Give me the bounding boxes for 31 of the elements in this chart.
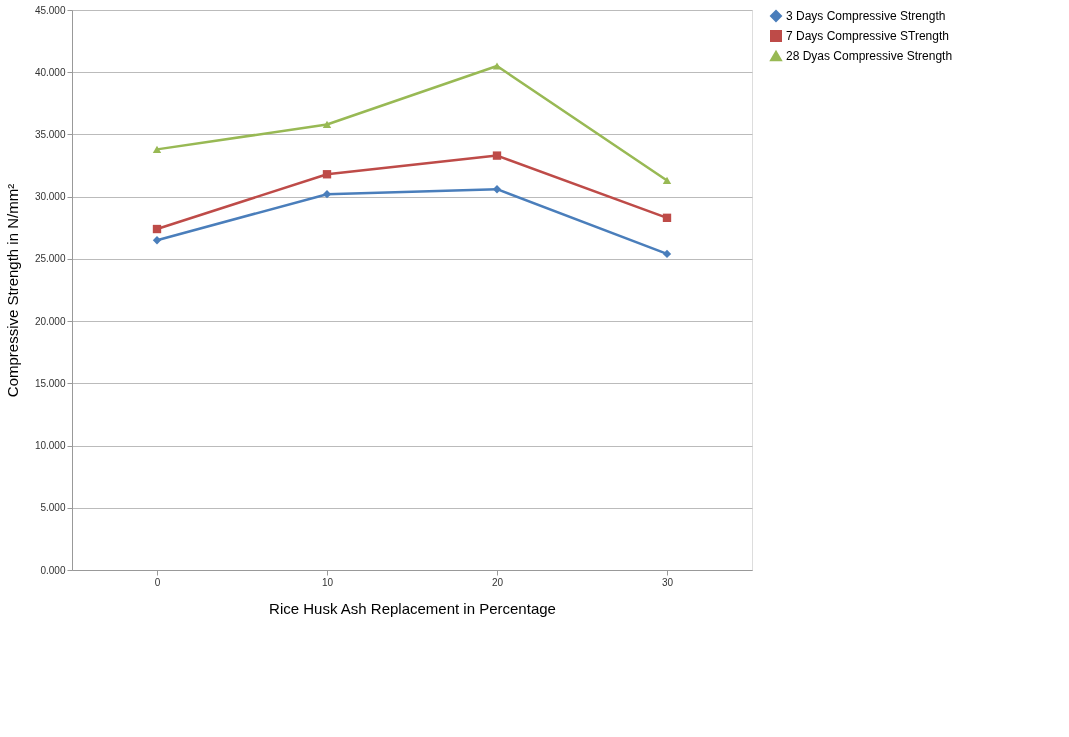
- point: [322, 170, 332, 179]
- legend-label: 7 Days Compressive STrength: [786, 29, 949, 43]
- y-tick-label: 25.000: [34, 253, 66, 265]
- y-tick-label: 5.000: [40, 502, 66, 514]
- point: [152, 236, 162, 245]
- x-tick-label: 10: [321, 576, 334, 588]
- y-tick-label: 40.000: [34, 66, 66, 78]
- point: [662, 176, 672, 185]
- point: [662, 213, 672, 223]
- x-axis-title: Rice Husk Ash Replacement in Percentage: [269, 599, 556, 617]
- x-tick-label: 30: [661, 576, 674, 588]
- point: [322, 120, 332, 129]
- point: [492, 185, 502, 194]
- x-tick-label: 20: [491, 576, 504, 588]
- point: [492, 62, 502, 70]
- legend-label: 3 Days Compressive Strength: [786, 9, 946, 23]
- y-tick-label: 30.000: [34, 191, 66, 203]
- point: [322, 189, 332, 199]
- y-tick-label: 0.000: [40, 564, 66, 576]
- x-tick-label: 0: [154, 576, 161, 588]
- y-tick-label: 20.000: [34, 315, 66, 327]
- y-tick-label: 15.000: [34, 377, 66, 389]
- y-tick-label: 10.000: [34, 440, 66, 452]
- legend-label: 28 Dyas Compressive Strength: [786, 49, 953, 63]
- y-tick-label: 35.000: [34, 128, 66, 140]
- y-axis-title: Compressive Strength in N/mm²: [3, 183, 21, 398]
- point: [152, 224, 162, 234]
- y-tick-label: 45.000: [34, 4, 66, 16]
- point: [662, 249, 672, 259]
- point: [152, 145, 162, 153]
- point: [492, 151, 502, 160]
